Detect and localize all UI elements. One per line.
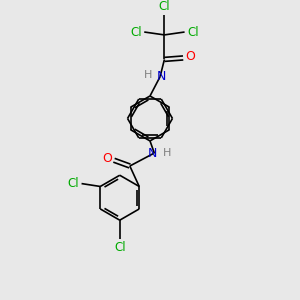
Text: Cl: Cl bbox=[187, 26, 199, 38]
Text: H: H bbox=[144, 70, 152, 80]
Text: Cl: Cl bbox=[68, 176, 79, 190]
Text: N: N bbox=[157, 70, 166, 83]
Text: Cl: Cl bbox=[130, 26, 142, 38]
Text: N: N bbox=[148, 146, 158, 160]
Text: Cl: Cl bbox=[159, 0, 170, 13]
Text: H: H bbox=[163, 148, 171, 158]
Text: O: O bbox=[102, 152, 112, 165]
Text: O: O bbox=[185, 50, 195, 63]
Text: Cl: Cl bbox=[114, 241, 126, 254]
